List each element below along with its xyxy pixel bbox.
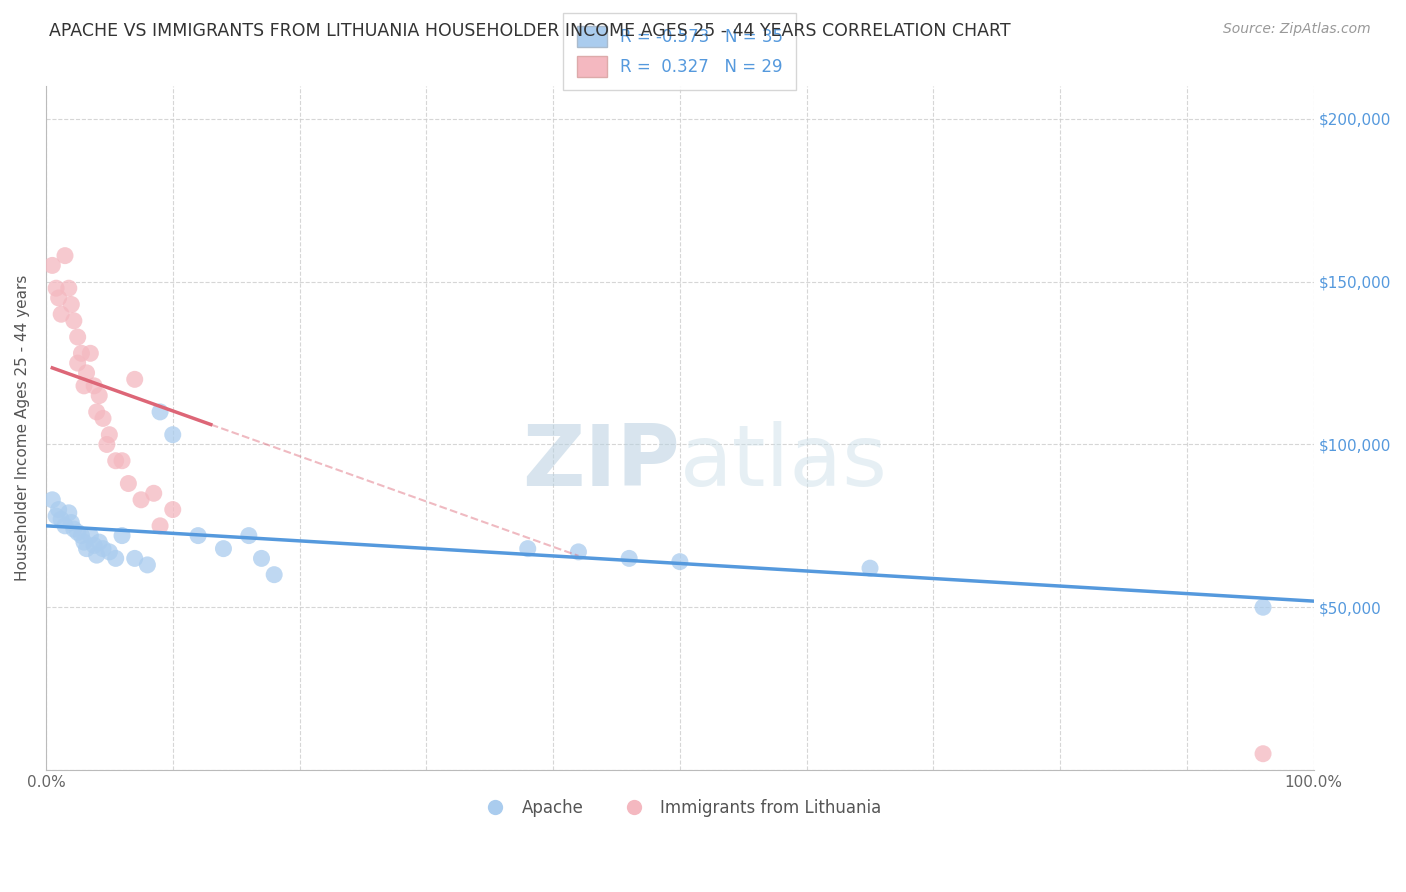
Point: [58, 281, 80, 295]
Point: [45, 281, 67, 295]
Point: [98, 545, 121, 559]
Point: [66, 525, 89, 540]
Point: [51, 307, 73, 321]
Point: [73, 379, 96, 393]
Point: [53, 519, 76, 533]
Point: [83, 538, 105, 552]
Point: [124, 372, 146, 386]
Point: [96, 437, 118, 451]
Point: [1251, 747, 1274, 761]
Point: [162, 427, 184, 442]
Point: [70, 346, 93, 360]
Point: [89, 535, 111, 549]
Point: [516, 541, 538, 556]
Point: [149, 519, 172, 533]
Point: [60, 516, 83, 530]
Point: [111, 528, 134, 542]
Text: Source: ZipAtlas.com: Source: ZipAtlas.com: [1223, 22, 1371, 37]
Point: [117, 476, 139, 491]
Point: [66, 330, 89, 344]
Point: [41, 259, 63, 273]
Point: [79, 346, 101, 360]
Point: [250, 551, 273, 566]
Point: [859, 561, 882, 575]
Point: [45, 509, 67, 524]
Point: [41, 492, 63, 507]
Point: [617, 551, 640, 566]
Point: [129, 492, 152, 507]
Point: [73, 535, 96, 549]
Point: [162, 502, 184, 516]
Point: [669, 555, 692, 569]
Point: [91, 541, 114, 556]
Point: [212, 541, 235, 556]
Point: [142, 486, 165, 500]
Point: [187, 528, 209, 542]
Point: [83, 379, 105, 393]
Point: [86, 548, 108, 562]
Text: ZIP: ZIP: [522, 421, 681, 504]
Point: [63, 522, 86, 536]
Point: [66, 356, 89, 370]
Text: atlas: atlas: [681, 421, 887, 504]
Legend: Apache, Immigrants from Lithuania: Apache, Immigrants from Lithuania: [471, 792, 889, 823]
Point: [53, 249, 76, 263]
Point: [48, 291, 70, 305]
Point: [89, 389, 111, 403]
Point: [238, 528, 260, 542]
Point: [149, 405, 172, 419]
Point: [111, 454, 134, 468]
Point: [58, 506, 80, 520]
Point: [60, 297, 83, 311]
Point: [86, 405, 108, 419]
Point: [76, 541, 98, 556]
Y-axis label: Householder Income Ages 25 - 44 years: Householder Income Ages 25 - 44 years: [15, 275, 30, 582]
Point: [98, 427, 121, 442]
Point: [104, 454, 127, 468]
Point: [76, 366, 98, 380]
Point: [136, 558, 159, 572]
Point: [70, 528, 93, 542]
Point: [51, 512, 73, 526]
Point: [79, 528, 101, 542]
Point: [1251, 600, 1274, 615]
Point: [567, 545, 589, 559]
Point: [63, 314, 86, 328]
Point: [91, 411, 114, 425]
Point: [104, 551, 127, 566]
Point: [124, 551, 146, 566]
Point: [263, 567, 285, 582]
Point: [48, 502, 70, 516]
Text: APACHE VS IMMIGRANTS FROM LITHUANIA HOUSEHOLDER INCOME AGES 25 - 44 YEARS CORREL: APACHE VS IMMIGRANTS FROM LITHUANIA HOUS…: [49, 22, 1011, 40]
